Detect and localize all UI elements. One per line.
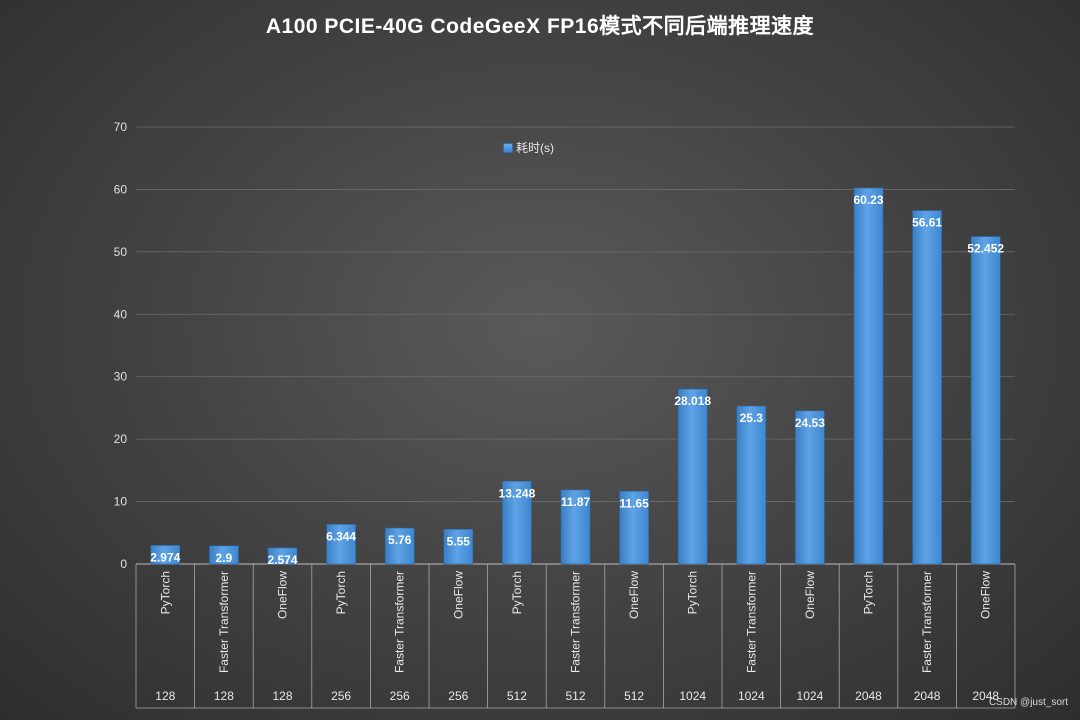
group-label: 512: [507, 689, 527, 703]
category-label: PyTorch: [862, 571, 876, 614]
group-label: 2048: [972, 689, 999, 703]
y-tick-label: 50: [114, 245, 128, 259]
bar: [677, 388, 708, 565]
bar: [795, 410, 825, 565]
legend: 耗时(s): [503, 139, 554, 156]
y-tick-label: 0: [120, 557, 127, 571]
category-label: PyTorch: [158, 571, 172, 614]
group-label: 512: [565, 689, 585, 703]
group-label: 2048: [855, 689, 882, 703]
data-label: 11.65: [619, 496, 649, 510]
category-label: Faster Transformer: [569, 571, 583, 673]
category-label: Faster Transformer: [217, 571, 231, 673]
data-label: 11.87: [561, 495, 591, 509]
data-label: 6.344: [326, 529, 356, 543]
category-label: OneFlow: [803, 571, 817, 619]
bar: [736, 405, 767, 565]
data-label: 5.55: [447, 534, 471, 548]
legend-swatch: [503, 142, 513, 153]
category-label: Faster Transformer: [393, 571, 407, 673]
data-label: 24.53: [795, 416, 825, 430]
data-label: 52.452: [967, 242, 1004, 256]
group-label: 128: [272, 689, 292, 703]
bar: [502, 480, 532, 565]
data-label: 28.018: [674, 394, 711, 408]
bar: [560, 489, 591, 565]
category-label: PyTorch: [334, 571, 348, 614]
chart-title: A100 PCIE-40G CodeGeeX FP16模式不同后端推理速度: [265, 15, 815, 38]
y-tick-label: 20: [114, 432, 128, 446]
data-label: 25.3: [740, 411, 764, 425]
bar: [267, 547, 298, 565]
y-tick-label: 60: [114, 182, 128, 196]
data-label: 2.9: [216, 551, 233, 565]
category-label: PyTorch: [686, 571, 700, 614]
data-label: 2.574: [267, 553, 297, 567]
category-label: Faster Transformer: [920, 571, 934, 673]
category-table: PyTorch Faster Transformer OneFlow PyTorch F…: [135, 564, 1016, 709]
bar: [619, 490, 649, 565]
bars: [150, 187, 1001, 565]
data-label: 56.61: [912, 216, 942, 230]
data-label: 13.248: [499, 486, 536, 500]
bar: [970, 236, 1001, 565]
group-label: 1024: [797, 689, 824, 703]
bar: [209, 545, 239, 565]
watermark: CSDN @just_sort: [988, 697, 1068, 708]
group-label: 256: [390, 689, 410, 703]
bar: [443, 529, 474, 565]
data-labels: 2.974 2.9 2.574 6.344 5.76 5.55 13.248 11.87 11.…: [150, 193, 1004, 567]
y-tick-label: 70: [114, 120, 128, 134]
category-label: OneFlow: [979, 571, 993, 619]
category-label: PyTorch: [510, 571, 524, 614]
bar: [384, 527, 415, 565]
bar: [853, 187, 884, 565]
category-label: OneFlow: [451, 571, 465, 619]
group-label: 128: [155, 689, 175, 703]
group-label: 256: [331, 689, 351, 703]
data-label: 2.974: [150, 550, 180, 564]
group-label: 1024: [738, 689, 765, 703]
y-tick-label: 30: [114, 370, 128, 384]
data-label: 60.23: [853, 193, 883, 207]
bar: [150, 545, 181, 565]
y-axis-ticks: 0 10 20 30 40 50 60 70: [114, 120, 128, 571]
group-label: 2048: [914, 689, 941, 703]
y-tick-label: 10: [114, 495, 128, 509]
group-label: 128: [214, 689, 234, 703]
y-tick-label: 40: [114, 307, 128, 321]
bar: [326, 524, 356, 565]
data-label: 5.76: [388, 533, 412, 547]
category-label: OneFlow: [276, 571, 290, 619]
group-label: 512: [624, 689, 644, 703]
legend-label: 耗时(s): [516, 141, 554, 155]
bar: [912, 210, 942, 565]
category-label: Faster Transformer: [744, 571, 758, 673]
category-label: OneFlow: [627, 571, 641, 619]
group-label: 256: [448, 689, 468, 703]
group-label: 1024: [679, 689, 706, 703]
